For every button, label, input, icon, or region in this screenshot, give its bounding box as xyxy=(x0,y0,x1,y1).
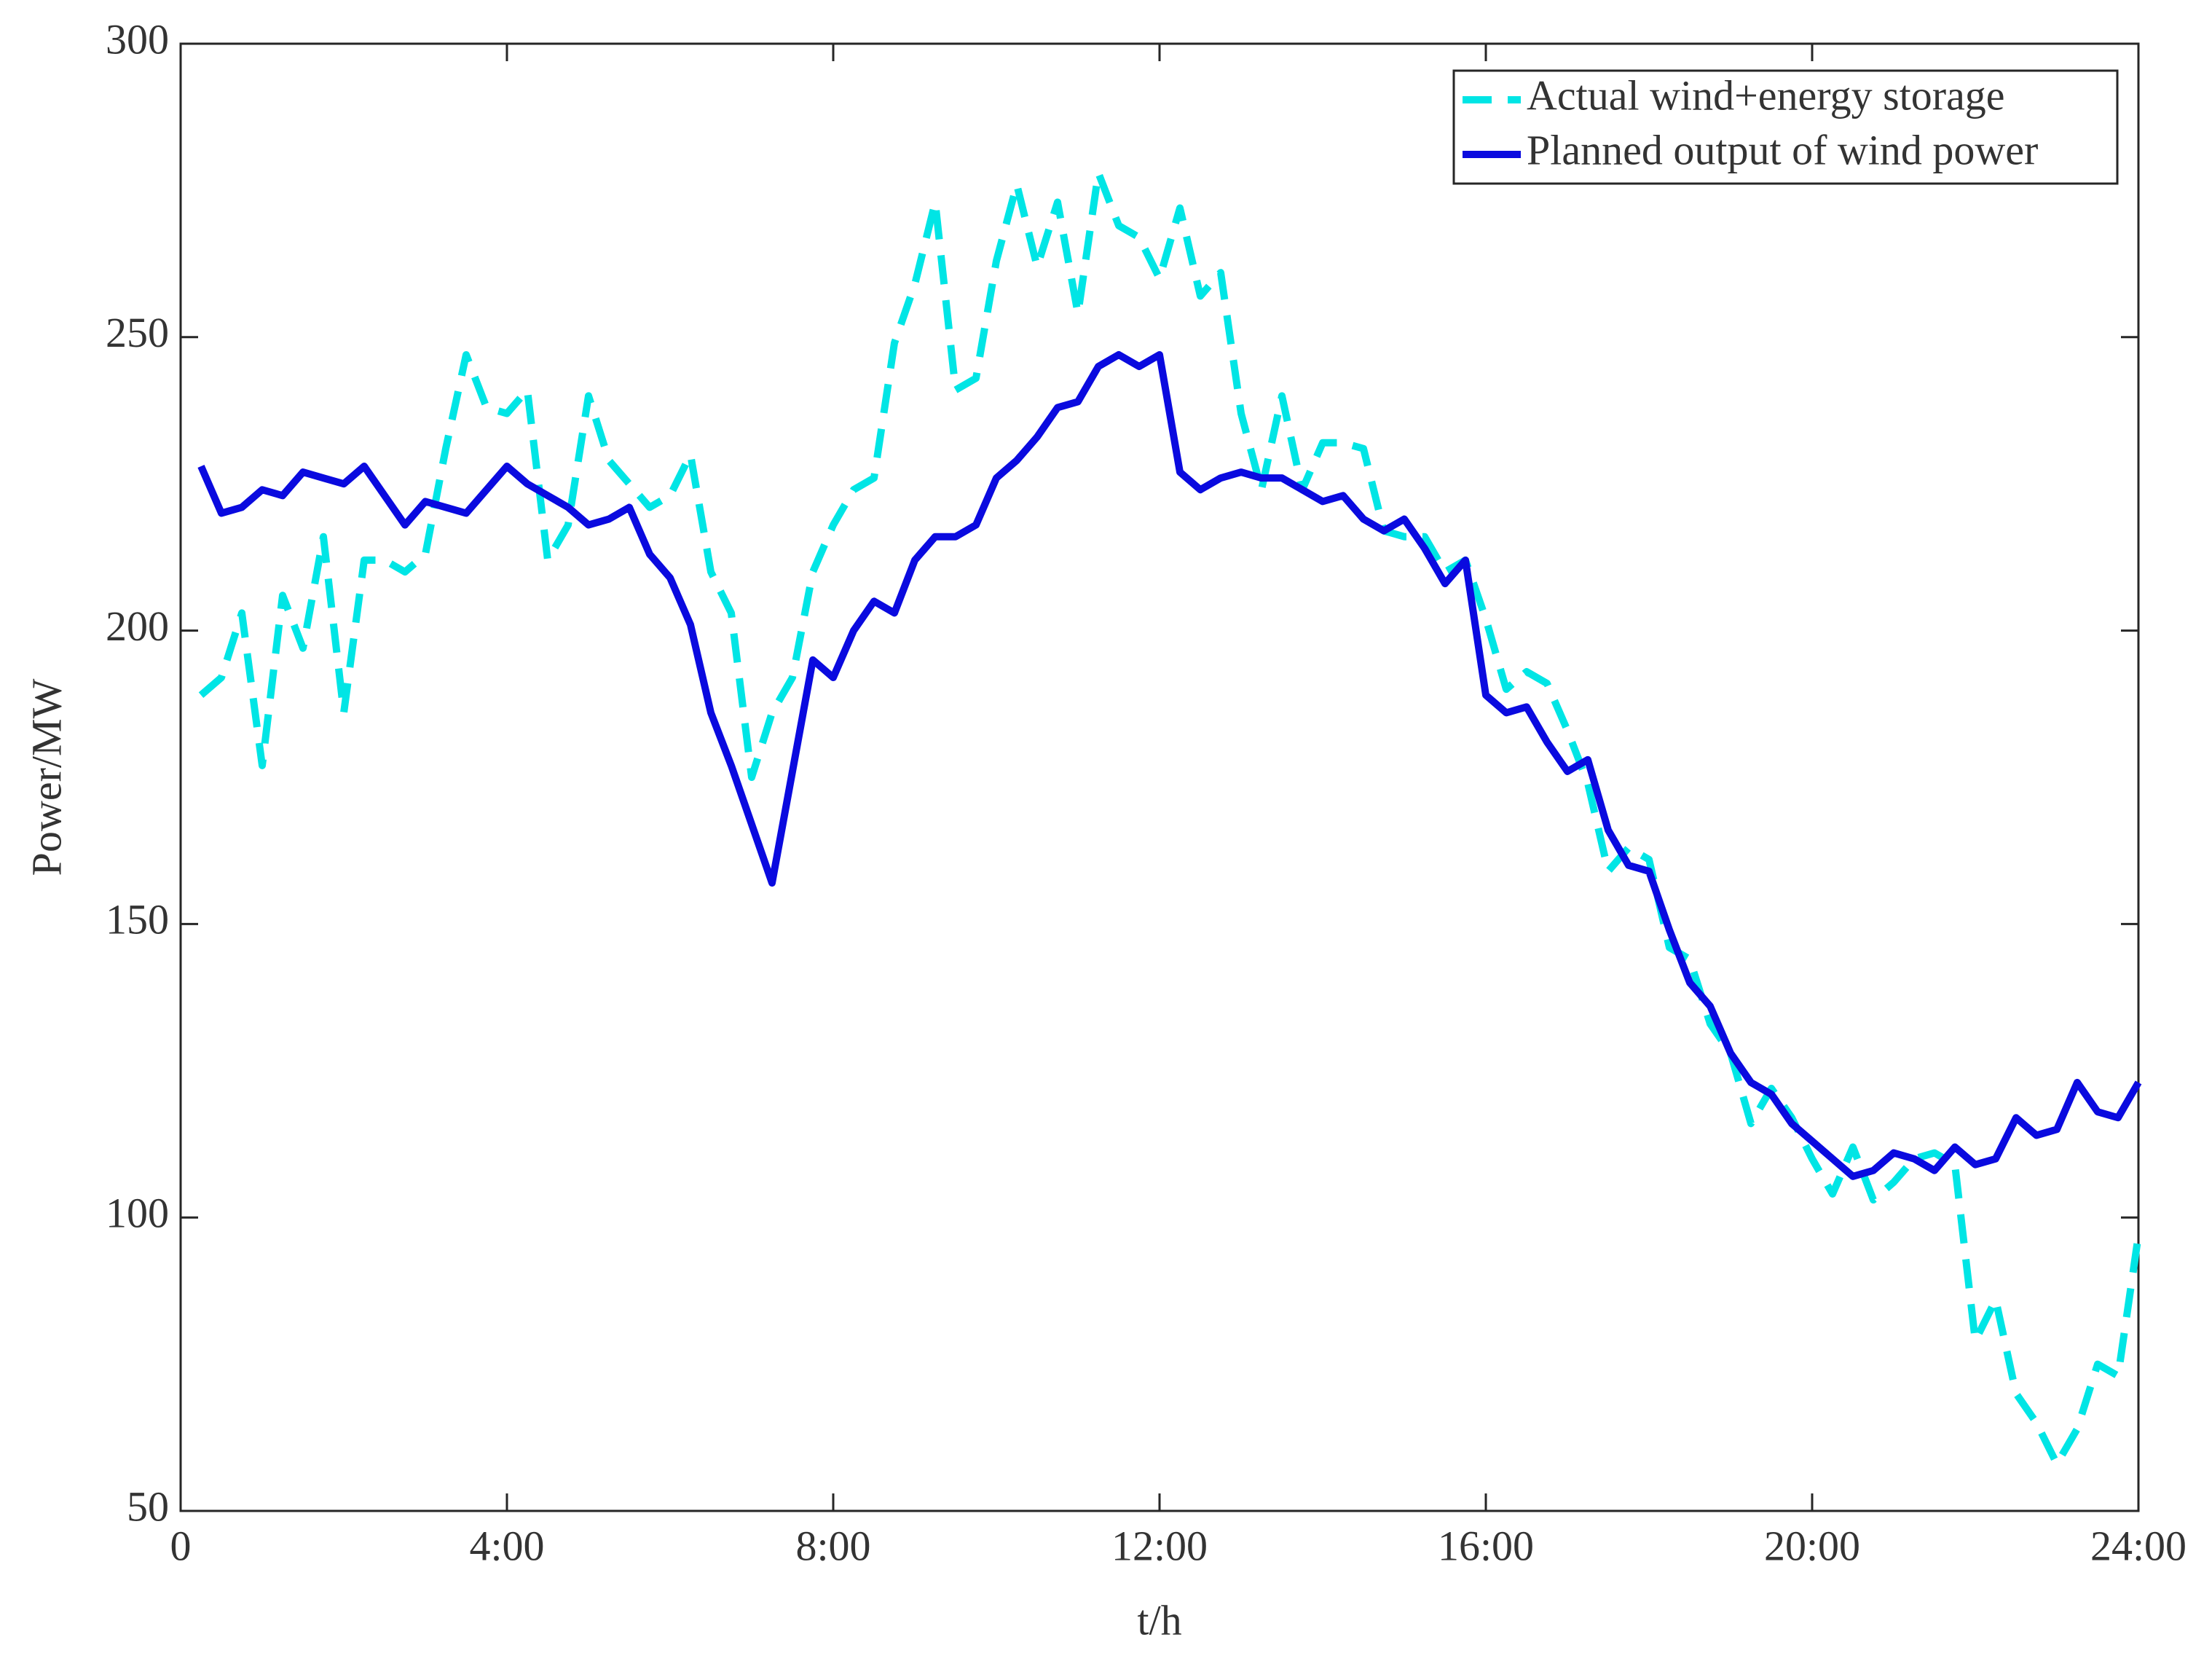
y-tick-label: 50 xyxy=(127,1483,169,1530)
x-tick-label: 16:00 xyxy=(1438,1522,1534,1569)
x-tick-label: 0 xyxy=(170,1522,192,1569)
y-tick-label: 300 xyxy=(106,15,169,63)
y-tick-label: 100 xyxy=(106,1190,169,1237)
data-line xyxy=(197,350,2142,1180)
x-tick-label: 4:00 xyxy=(469,1522,544,1569)
legend-label: Actual wind+energy storage xyxy=(1527,71,2005,119)
x-tick-label: 24:00 xyxy=(2090,1522,2187,1569)
x-axis-label: t/h xyxy=(1137,1596,1181,1644)
legend-box xyxy=(1452,69,2119,185)
legend-label: Planned output of wind power xyxy=(1527,126,2038,173)
y-tick-label: 200 xyxy=(106,602,169,650)
x-tick-label: 12:00 xyxy=(1111,1522,1208,1569)
y-tick-label: 250 xyxy=(106,309,169,356)
x-tick-label: 8:00 xyxy=(795,1522,870,1569)
x-tick-label: 20:00 xyxy=(1764,1522,1860,1569)
data-line xyxy=(198,169,2142,1468)
y-axis-label: Power/MW xyxy=(23,678,70,876)
y-tick-label: 150 xyxy=(106,896,169,943)
